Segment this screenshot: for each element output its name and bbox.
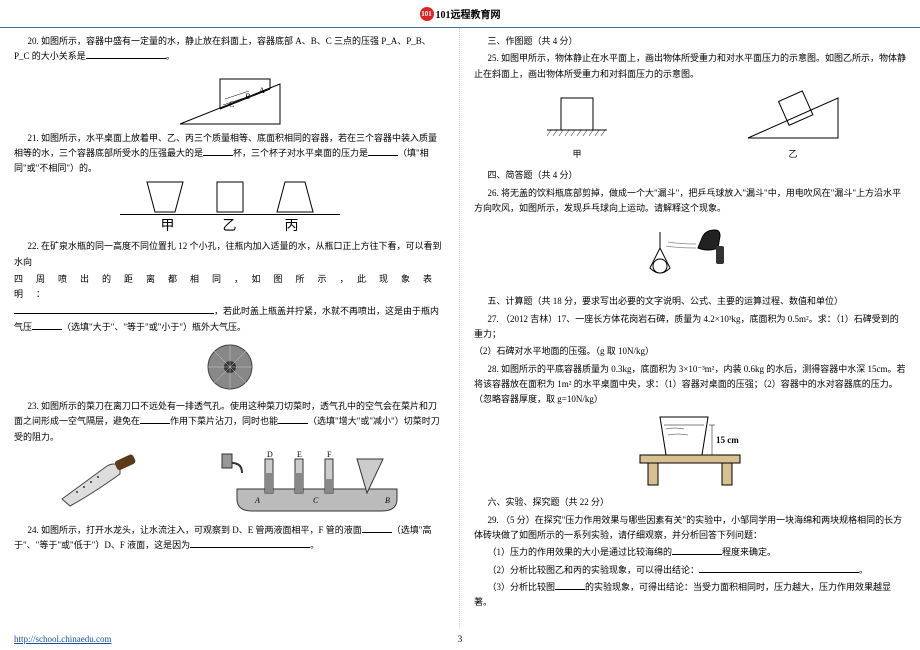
q23-text: 23. 如图所示的菜刀在离刀口不远处有一排透气孔。使用这种菜刀切菜时，透气孔中的… <box>14 399 445 445</box>
svg-text:D: D <box>267 450 273 459</box>
section4-title: 四、简答题（共 4 分） <box>474 168 906 183</box>
svg-text:F: F <box>327 450 332 459</box>
q20-text: 20. 如图所示，容器中盛有一定量的水，静止放在斜面上，容器底部 A、B、C 三… <box>14 34 445 65</box>
q29-3: （3）分析比较图的实验现象，可得出结论：当受力面积相同时，压力越大，压力作用效果… <box>474 580 906 611</box>
svg-text:B: B <box>245 92 250 101</box>
knife-icon <box>52 454 142 514</box>
q22-spread: 四 周 喷 出 的 距 离 都 相 同 ， 如 图 所 示 ， 此 现 象 表 … <box>14 272 445 303</box>
fig-q20: A B C <box>14 69 445 127</box>
footer-url[interactable]: http://school.chinaedu.com <box>14 634 111 644</box>
page-body: 20. 如图所示，容器中盛有一定量的水，静止放在斜面上，容器底部 A、B、C 三… <box>0 28 920 628</box>
q29-2: （2）分析比较图乙和丙的实验现象，可以得出结论：。 <box>474 563 906 578</box>
q22-text: 22. 在矿泉水瓶的同一高度不同位置扎 12 个小孔，往瓶内加入适量的水，从瓶口… <box>14 239 445 270</box>
svg-text:E: E <box>297 450 302 459</box>
fig-q25: 甲 乙 <box>474 88 906 163</box>
svg-text:B: B <box>385 496 390 505</box>
fig-q26 <box>474 220 906 290</box>
q28-text: 28. 如图所示的平底容器质量为 0.3kg，底面积为 3×10⁻³m²，内装 … <box>474 362 906 408</box>
fig-q22 <box>14 339 445 395</box>
tubes-icon: D E F A C B <box>217 449 407 519</box>
fig-q21-labels: 甲 乙 丙 <box>120 215 340 239</box>
svg-text:A: A <box>254 496 260 505</box>
fig-q21 <box>120 180 340 215</box>
site-logo: 101 101远程教育网 <box>420 6 501 21</box>
q26-text: 26. 将无盖的饮料瓶底部剪掉，做成一个大"漏斗"，把乒乓球放入"漏斗"中，用电… <box>474 186 906 217</box>
q22-text2: ，若此时盖上瓶盖并拧紧，水就不再喷出，这是由于瓶内气压（选填"大于"、"等于"或… <box>14 304 445 335</box>
svg-text:A: A <box>259 86 265 95</box>
svg-text:C: C <box>229 100 234 109</box>
q29-1: （1）压力的作用效果的大小是通过比较海绵的程度来确定。 <box>474 545 906 560</box>
svg-text:15 cm: 15 cm <box>716 435 739 445</box>
svg-text:C: C <box>313 496 319 505</box>
q24-text: 24. 如图所示，打开水龙头，让水流注入，可观察到 D、E 管两液面相平，F 管… <box>14 523 445 554</box>
section5-title: 五、计算题（共 18 分，要求写出必要的文字说明、公式、主要的运算过程、数值和单… <box>474 294 906 309</box>
q29-text: 29. （5 分）在探究"压力作用效果与哪些因素有关"的实验中，小邹同学用一块海… <box>474 513 906 544</box>
q27-text-a: 27. （2012 吉林）17、一座长方体花岗岩石碑，质量为 4.2×10³kg… <box>474 312 906 343</box>
right-column: 三、作图题（共 4 分） 25. 如图甲所示，物体静止在水平面上，画出物体所受重… <box>460 28 920 628</box>
logo-text: 101远程教育网 <box>436 6 501 21</box>
q27-text-b: （2）石碑对水平地面的压强。（g 取 10N/kg） <box>474 344 906 359</box>
fig-q28: 15 cm <box>474 411 906 491</box>
page-number: 3 <box>458 634 463 644</box>
q25-text: 25. 如图甲所示，物体静止在水平面上，画出物体所受重力和对水平面压力的示意图。… <box>474 51 906 82</box>
section6-title: 六、实验、探究题（共 22 分） <box>474 495 906 510</box>
left-column: 20. 如图所示，容器中盛有一定量的水，静止放在斜面上，容器底部 A、B、C 三… <box>0 28 460 628</box>
section3-title: 三、作图题（共 4 分） <box>474 34 906 49</box>
q21-text: 21. 如图所示，水平桌面上放着甲、乙、丙三个质量相等、底面积相同的容器，若在三… <box>14 131 445 177</box>
logo-badge: 101 <box>420 7 434 21</box>
page-header: 101 101远程教育网 <box>0 0 920 28</box>
fig-q23-24: D E F A C B <box>14 449 445 519</box>
